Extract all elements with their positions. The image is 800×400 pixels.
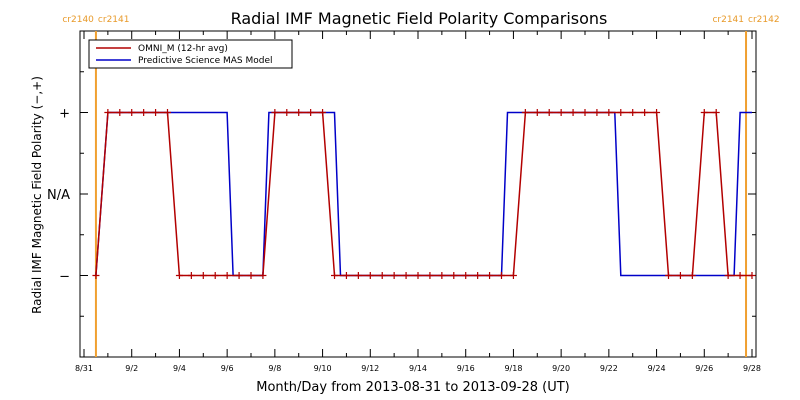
data-point-omni <box>617 109 625 116</box>
data-point-omni <box>712 109 720 116</box>
data-point-omni <box>474 272 482 279</box>
x-tick-label-7: 9/14 <box>409 364 427 373</box>
x-tick-label-8: 9/16 <box>457 364 475 373</box>
data-point-omni <box>235 272 243 279</box>
data-point-omni <box>557 109 565 116</box>
y-tick-label-2: − <box>59 270 70 285</box>
data-point-omni <box>187 272 195 279</box>
data-point-omni <box>104 109 112 116</box>
plot-frame <box>79 30 757 358</box>
data-point-omni <box>140 109 148 116</box>
data-point-omni <box>295 109 303 116</box>
data-point-omni <box>271 109 279 116</box>
data-point-omni <box>545 109 553 116</box>
data-point-omni <box>116 109 124 116</box>
data-point-omni <box>354 272 362 279</box>
data-point-omni <box>152 109 160 116</box>
data-point-omni <box>581 109 589 116</box>
data-point-omni <box>521 109 529 116</box>
data-point-omni <box>342 272 350 279</box>
x-tick-label-3: 9/6 <box>221 364 234 373</box>
data-point-omni <box>641 109 649 116</box>
data-point-omni <box>653 109 661 116</box>
data-point-omni <box>736 272 744 279</box>
data-point-omni <box>569 109 577 116</box>
data-point-omni <box>748 272 756 279</box>
data-point-omni <box>319 109 327 116</box>
y-tick-label-0: + <box>59 107 70 122</box>
series-line-omni <box>95 111 752 277</box>
x-tick-label-11: 9/22 <box>600 364 618 373</box>
data-point-omni <box>486 272 494 279</box>
y-tick-label-1: N/A <box>47 188 70 203</box>
data-point-omni <box>664 272 672 279</box>
x-tick-label-4: 9/8 <box>268 364 281 373</box>
chart-title: Radial IMF Magnetic Field Polarity Compa… <box>231 9 608 28</box>
cr-label-right-1: cr2142 <box>748 15 780 25</box>
data-point-omni <box>438 272 446 279</box>
data-point-omni <box>307 109 315 116</box>
x-tick-label-1: 9/2 <box>125 364 138 373</box>
x-tick-label-10: 9/20 <box>552 364 570 373</box>
x-tick-label-0: 8/31 <box>75 364 93 373</box>
data-point-omni <box>414 272 422 279</box>
data-point-omni <box>402 272 410 279</box>
data-point-omni <box>283 109 291 116</box>
x-tick-label-14: 9/28 <box>743 364 761 373</box>
x-axis-label: Month/Day from 2013-08-31 to 2013-09-28 … <box>256 380 569 395</box>
data-point-omni <box>92 272 100 279</box>
data-point-omni <box>223 272 231 279</box>
legend: OMNI_M (12-hr avg) Predictive Science MA… <box>88 39 293 69</box>
x-tick-label-13: 9/26 <box>695 364 713 373</box>
data-point-omni <box>366 272 374 279</box>
x-tick-label-5: 9/10 <box>314 364 332 373</box>
legend-label-mas: Predictive Science MAS Model <box>138 56 273 66</box>
data-point-omni <box>688 272 696 279</box>
series-line-mas <box>95 111 752 277</box>
data-point-omni <box>211 272 219 279</box>
y-axis-label: Radial IMF Magnetic Field Polarity (−,+) <box>30 76 44 314</box>
data-point-omni <box>259 272 267 279</box>
data-point-omni <box>509 272 517 279</box>
x-tick-label-12: 9/24 <box>648 364 666 373</box>
data-point-omni <box>629 109 637 116</box>
data-point-omni <box>128 109 136 116</box>
cr-label-right-0: cr2141 <box>98 15 130 25</box>
data-point-omni <box>605 109 613 116</box>
cr-label-left-0: cr2140 <box>62 15 94 25</box>
x-tick-label-2: 9/4 <box>173 364 186 373</box>
carrington-rotation-markers: cr2140 cr2141 cr2141 cr2142 <box>62 15 780 357</box>
series-layer <box>92 109 756 279</box>
x-tick-label-9: 9/18 <box>504 364 522 373</box>
data-point-omni <box>497 272 505 279</box>
data-point-omni <box>175 272 183 279</box>
legend-box <box>88 39 293 69</box>
x-axis: 8/31 9/2 9/4 9/6 9/8 9/10 9/12 9/14 9/16 9/18 9/20… <box>75 31 761 373</box>
data-point-omni <box>462 272 470 279</box>
data-point-omni <box>199 272 207 279</box>
data-point-omni <box>450 272 458 279</box>
data-point-omni <box>247 272 255 279</box>
data-point-omni <box>700 109 708 116</box>
data-point-omni <box>676 272 684 279</box>
x-tick-label-6: 9/12 <box>361 364 379 373</box>
data-point-omni <box>378 272 386 279</box>
data-point-omni <box>331 272 339 279</box>
legend-label-omni: OMNI_M (12-hr avg) <box>138 44 228 54</box>
y-axis: + N/A − <box>47 71 756 317</box>
data-point-omni <box>593 109 601 116</box>
data-point-omni <box>533 109 541 116</box>
data-point-omni <box>390 272 398 279</box>
data-point-omni <box>724 272 732 279</box>
data-point-omni <box>426 272 434 279</box>
data-point-omni <box>164 109 172 116</box>
cr-label-left-1: cr2141 <box>712 15 744 25</box>
